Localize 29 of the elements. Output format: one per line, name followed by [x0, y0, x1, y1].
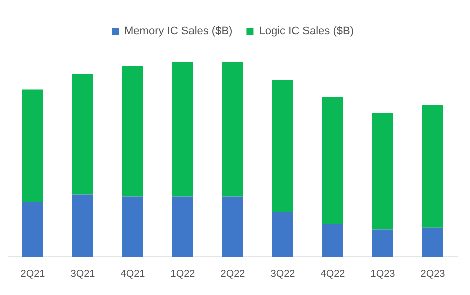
x-tick-label: 2Q22	[220, 268, 246, 280]
bar	[322, 224, 344, 257]
x-tick-label: 1Q22	[170, 268, 196, 280]
bar	[422, 105, 444, 228]
bar	[122, 66, 144, 197]
bar	[422, 228, 444, 257]
bar	[122, 196, 144, 257]
bar	[372, 230, 394, 257]
bar	[272, 212, 294, 257]
bar	[372, 113, 394, 230]
x-tick-label: 4Q21	[120, 268, 146, 280]
x-tick-label: 1Q23	[370, 268, 396, 280]
bar	[272, 80, 294, 212]
bar	[22, 90, 44, 203]
bar	[72, 194, 94, 257]
legend-label: Logic IC Sales ($B)	[259, 26, 354, 38]
x-tick-label: 2Q23	[420, 268, 446, 280]
bar	[22, 202, 44, 257]
x-tick-label: 4Q22	[320, 268, 346, 280]
bar	[322, 98, 344, 224]
x-tick-label: 3Q21	[70, 268, 96, 280]
x-tick-label: 3Q22	[270, 268, 296, 280]
legend-label: Memory IC Sales ($B)	[124, 26, 233, 38]
x-tick-label: 2Q21	[20, 268, 46, 280]
bar	[72, 74, 94, 195]
bar	[222, 196, 244, 257]
bar	[172, 62, 194, 197]
bar	[222, 62, 244, 197]
bar	[172, 196, 194, 257]
